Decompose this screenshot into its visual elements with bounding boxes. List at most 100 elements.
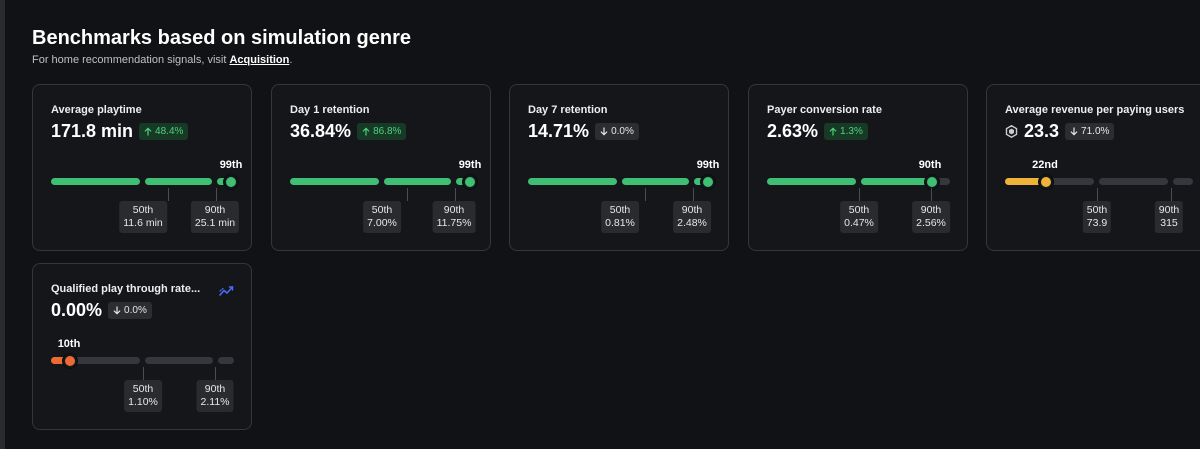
value-row: 0.00% 0.0% [51, 300, 152, 321]
benchmark-value: 1.10% [128, 396, 158, 408]
track-segment-mid [861, 178, 929, 185]
card-title: Day 1 retention [290, 104, 370, 116]
track-segment-mid [622, 178, 689, 185]
percentile-track: 99th 50th 0.81% 90th 2.48% [510, 85, 728, 250]
delta-badge: 1.3% [824, 123, 868, 140]
value-row: 36.84% 86.8% [290, 121, 407, 142]
delta-value: 0.0% [611, 126, 634, 137]
card-title: Average revenue per paying users [1005, 104, 1185, 116]
metric-value: 23.3 [1024, 121, 1060, 141]
delta-badge: 86.8% [357, 123, 407, 140]
tick-50th [407, 188, 408, 201]
tick-90th [215, 367, 216, 380]
delta-value: 86.8% [373, 126, 402, 137]
tick-90th [216, 188, 217, 201]
percentile-label: 99th [696, 159, 720, 171]
benchmark-label: 90th [681, 204, 703, 216]
track-segment-low [528, 178, 617, 185]
delta-value: 71.0% [1081, 126, 1110, 137]
percentile-marker [63, 354, 77, 368]
percentile-label: 22nd [1032, 159, 1058, 171]
benchmark-50th: 50th 0.81% [601, 201, 639, 233]
tick-90th [1171, 188, 1172, 201]
page-subtitle: For home recommendation signals, visit A… [32, 54, 292, 66]
benchmark-label: 90th [920, 204, 942, 216]
percentile-track: 99th 50th 11.6 min 90th 25.1 min [33, 85, 251, 250]
metric-value: 171.8 min [51, 121, 134, 141]
benchmark-label: 50th [132, 383, 154, 395]
acquisition-link[interactable]: Acquisition [229, 54, 290, 66]
percentile-marker [463, 175, 477, 189]
delta-value: 48.4% [155, 126, 184, 137]
benchmark-90th: 90th 2.48% [673, 201, 711, 233]
value-row: 171.8 min 48.4% [51, 121, 189, 142]
tick-90th [693, 188, 694, 201]
delta-value: 0.0% [124, 305, 147, 316]
track-segment-mid [384, 178, 451, 185]
tick-50th [645, 188, 646, 201]
metric-value: 0.00% [51, 300, 103, 320]
percentile-label: 99th [458, 159, 482, 171]
track-segment-high [1173, 178, 1193, 185]
value-row: 14.71% 0.0% [528, 121, 639, 142]
benchmark-90th: 90th 11.75% [432, 201, 476, 233]
benchmark-label: 50th [848, 204, 870, 216]
track-segment-high [933, 178, 950, 185]
delta-badge: 0.0% [595, 123, 639, 140]
benchmark-card-average-playtime: Average playtime 171.8 min 48.4% 99th 50… [32, 84, 252, 251]
benchmark-label: 50th [609, 204, 631, 216]
track-segment-mid [1099, 178, 1168, 185]
percentile-track: 10th 50th 1.10% 90th 2.11% [33, 264, 251, 429]
track-segment-fill [1005, 178, 1045, 185]
percentile-label: 99th [219, 159, 243, 171]
card-title: Day 7 retention [528, 104, 608, 116]
benchmark-value: 2.11% [200, 396, 230, 408]
tick-50th [1097, 188, 1098, 201]
trend-chart-icon[interactable] [219, 285, 234, 297]
arrow-down-icon [600, 127, 608, 136]
percentile-marker [925, 175, 939, 189]
benchmark-card-day1-retention: Day 1 retention 36.84% 86.8% 99th 50th 7… [271, 84, 491, 251]
subtitle-suffix: . [289, 54, 293, 66]
percentile-label: 10th [57, 338, 81, 350]
metric-value: 36.84% [290, 121, 352, 141]
value-row: 23.3 71.0% [1005, 121, 1115, 142]
benchmark-card-qualified-play-through[interactable]: Qualified play through rate... 0.00% 0.0… [32, 263, 252, 430]
track-segment-fill [51, 357, 71, 364]
arrow-up-icon [362, 127, 370, 136]
window-edge [0, 0, 5, 449]
tick-50th [859, 188, 860, 201]
delta-badge: 48.4% [139, 123, 189, 140]
benchmark-50th: 50th 0.47% [840, 201, 878, 233]
benchmark-label: 90th [1158, 204, 1180, 216]
benchmark-value: 315 [1160, 217, 1178, 229]
benchmark-50th: 50th 1.10% [124, 380, 162, 412]
benchmark-card-day7-retention: Day 7 retention 14.71% 0.0% 99th 50th 0.… [509, 84, 729, 251]
card-title: Qualified play through rate... [51, 283, 201, 295]
arrow-down-icon [1070, 127, 1078, 136]
card-title: Payer conversion rate [767, 104, 882, 116]
track-segment-high [218, 357, 234, 364]
benchmark-label: 50th [132, 204, 154, 216]
benchmark-value: 73.9 [1086, 217, 1108, 229]
percentile-marker [1039, 175, 1053, 189]
benchmark-label: 90th [443, 204, 465, 216]
benchmark-50th: 50th 7.00% [363, 201, 401, 233]
arrow-up-icon [144, 127, 152, 136]
benchmark-label: 50th [371, 204, 393, 216]
benchmark-90th: 90th 2.11% [196, 380, 234, 412]
benchmark-value: 11.6 min [123, 217, 163, 229]
track-segment-low [51, 178, 140, 185]
benchmark-value: 0.81% [605, 217, 635, 229]
value-row: 2.63% 1.3% [767, 121, 868, 142]
delta-value: 1.3% [840, 126, 863, 137]
page-title: Benchmarks based on simulation genre [32, 27, 411, 49]
delta-badge: 0.0% [108, 302, 152, 319]
percentile-label: 90th [918, 159, 942, 171]
benchmark-50th: 50th 73.9 [1082, 201, 1112, 233]
metric-value: 2.63% [767, 121, 819, 141]
track-segment-low [290, 178, 379, 185]
tick-50th [168, 188, 169, 201]
arrow-up-icon [829, 127, 837, 136]
robux-icon [1005, 125, 1018, 138]
